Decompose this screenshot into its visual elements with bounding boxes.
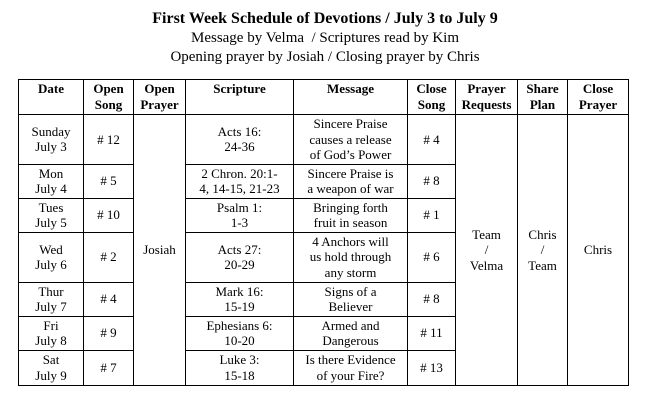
prayer-requests-cell: Team / Velma [455, 114, 518, 386]
document-header: First Week Schedule of Devotions / July … [0, 0, 650, 67]
message-cell: Armed and Dangerous [293, 315, 408, 351]
date-cell: Sat July 9 [18, 349, 84, 386]
col-header-open-prayer: Open Prayer [133, 79, 186, 115]
close-song-cell: # 11 [407, 315, 456, 351]
col-header-close-song: Close Song [407, 79, 456, 115]
devotions-schedule-table: Date Open Song Open Prayer Scripture Mes… [18, 79, 629, 386]
close-song-cell: # 6 [407, 231, 456, 283]
table-row: Wed July 6 # 2 Acts 27: 20-29 4 Anchors … [18, 231, 629, 283]
open-prayer-cell: Josiah [133, 114, 186, 386]
table-row: Fri July 8 # 9 Ephesians 6: 10-20 Armed … [18, 315, 629, 351]
table-row: Sunday July 3 # 12 Josiah Acts 16: 24-36… [18, 114, 629, 386]
col-header-share-plan: Share Plan [517, 79, 568, 115]
message-cell: Signs of a Believer [293, 281, 408, 317]
open-song-cell: # 7 [83, 349, 134, 386]
close-song-cell: # 1 [407, 197, 456, 233]
scripture-cell: Psalm 1: 1-3 [185, 197, 294, 233]
col-header-message: Message [293, 79, 408, 115]
open-song-cell: # 10 [83, 197, 134, 233]
page-title: First Week Schedule of Devotions / July … [152, 10, 498, 27]
col-header-close-prayer: Close Prayer [567, 79, 629, 115]
message-cell: 4 Anchors will us hold through any storm [293, 231, 408, 283]
col-header-prayer-requests: Prayer Requests [455, 79, 518, 115]
scripture-cell: Mark 16: 15-19 [185, 281, 294, 317]
message-cell: Sincere Praise causes a release of God’s… [293, 114, 408, 165]
close-prayer-cell: Chris [567, 114, 629, 386]
date-cell: Wed July 6 [18, 231, 84, 283]
page-subtitle-message: Message by Velma / Scriptures read by Ki… [190, 30, 459, 46]
date-cell: Tues July 5 [18, 197, 84, 233]
scripture-cell: Acts 16: 24-36 [185, 114, 294, 165]
scripture-cell: Ephesians 6: 10-20 [185, 315, 294, 351]
message-cell: Bringing forth fruit in season [293, 197, 408, 233]
share-plan-cell: Chris / Team [517, 114, 568, 386]
close-song-cell: # 13 [407, 349, 456, 386]
date-cell: Mon July 4 [18, 163, 84, 199]
message-cell: Sincere Praise is a weapon of war [293, 163, 408, 199]
close-song-cell: # 4 [407, 114, 456, 165]
col-header-open-song: Open Song [83, 79, 134, 115]
open-song-cell: # 2 [83, 231, 134, 283]
scripture-cell: 2 Chron. 20:1- 4, 14-15, 21-23 [185, 163, 294, 199]
table-header-row: Date Open Song Open Prayer Scripture Mes… [18, 79, 629, 115]
scripture-cell: Acts 27: 20-29 [185, 231, 294, 283]
open-song-cell: # 12 [83, 114, 134, 165]
open-song-cell: # 5 [83, 163, 134, 199]
message-cell: Is there Evidence of your Fire? [293, 349, 408, 386]
table-row: Tues July 5 # 10 Psalm 1: 1-3 Bringing f… [18, 197, 629, 233]
scripture-cell: Luke 3: 15-18 [185, 349, 294, 386]
page-subtitle-prayer: Opening prayer by Josiah / Closing praye… [170, 49, 480, 65]
close-song-cell: # 8 [407, 163, 456, 199]
date-cell: Thur July 7 [18, 281, 84, 317]
date-cell: Fri July 8 [18, 315, 84, 351]
open-song-cell: # 9 [83, 315, 134, 351]
table-row: Thur July 7 # 4 Mark 16: 15-19 Signs of … [18, 281, 629, 317]
open-song-cell: # 4 [83, 281, 134, 317]
table-row: Sat July 9 # 7 Luke 3: 15-18 Is there Ev… [18, 349, 629, 386]
close-song-cell: # 8 [407, 281, 456, 317]
date-cell: Sunday July 3 [18, 114, 84, 165]
col-header-scripture: Scripture [185, 79, 294, 115]
col-header-date: Date [18, 79, 84, 115]
